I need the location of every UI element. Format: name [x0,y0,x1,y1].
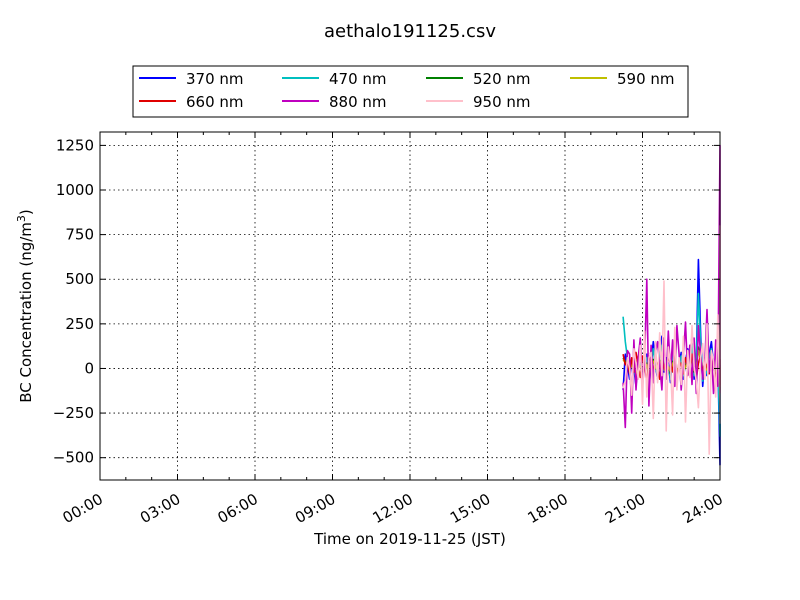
legend-label: 880 nm [329,93,387,111]
legend-label: 590 nm [617,70,675,88]
legend-label: 660 nm [186,93,244,111]
y-tick-label: 1250 [56,136,94,154]
chart-title: aethalo191125.csv [324,21,496,42]
x-axis-label: Time on 2019-11-25 (JST) [313,530,506,548]
y-tick-label: −500 [53,449,94,467]
y-axis-label-main: BC Concentration (ng/m [17,222,35,403]
y-tick-label: −250 [53,404,94,422]
legend-label: 950 nm [473,93,531,111]
legend-label: 370 nm [186,70,244,88]
y-tick-label: 750 [65,226,94,244]
y-tick-label: 1000 [56,181,94,199]
series-line-950-nm [622,224,721,455]
plot-lines [622,144,721,466]
y-axis-label-superscript: 3 [15,215,28,222]
y-tick-label: 250 [65,315,94,333]
y-axis-label-end: ) [17,209,35,215]
legend: 370 nm 470 nm 520 nm 590 nm 660 nm 880 nm 950 … [132,65,689,118]
y-axis-label: BC Concentration (ng/m3) [15,209,35,403]
y-tick-label: 500 [65,270,94,288]
y-tick-label: 0 [84,359,94,377]
legend-label: 520 nm [473,70,531,88]
legend-label: 470 nm [329,70,387,88]
legend-box [132,65,689,118]
